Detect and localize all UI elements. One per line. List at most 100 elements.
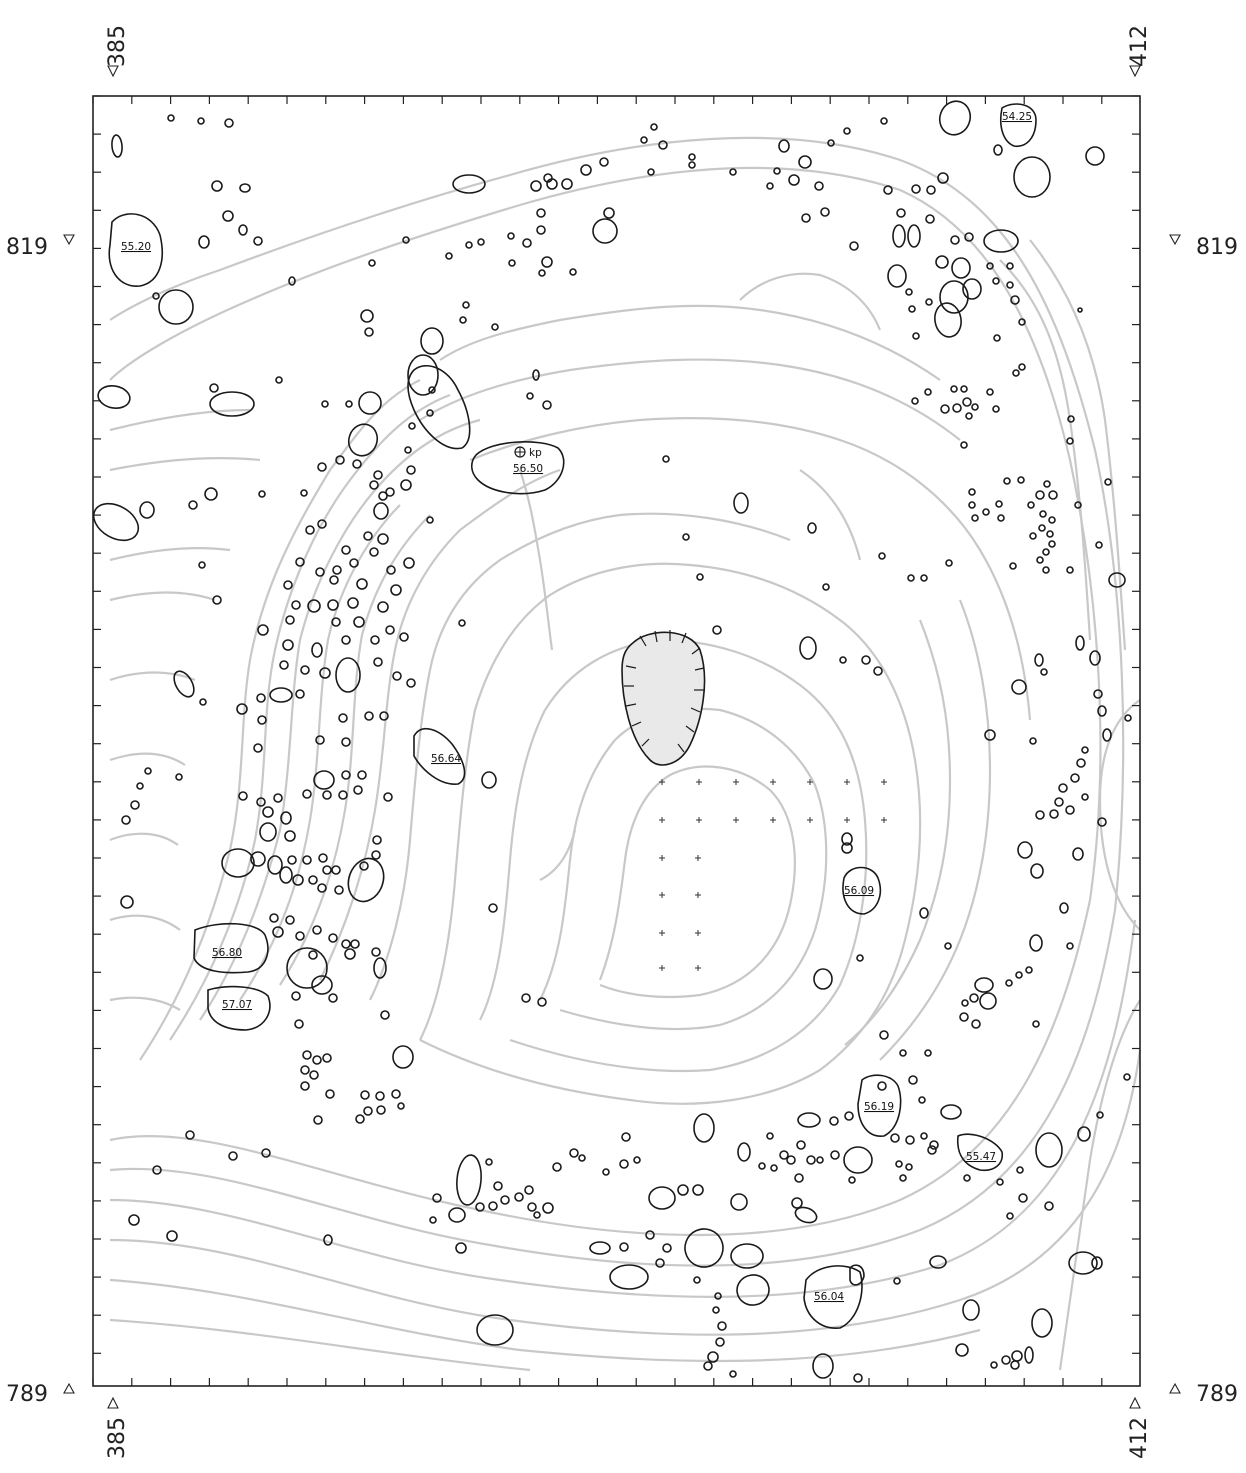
stone	[959, 1012, 969, 1022]
stone	[965, 412, 973, 420]
stone	[925, 214, 935, 224]
stone	[893, 1277, 901, 1285]
stone	[257, 624, 269, 636]
stone	[952, 403, 962, 413]
stone	[536, 208, 546, 218]
stone	[995, 500, 1003, 508]
stone	[533, 1211, 541, 1219]
stone	[714, 1292, 722, 1300]
stone	[491, 323, 499, 331]
stone	[253, 743, 263, 753]
stone	[399, 632, 409, 642]
stone	[1018, 1193, 1028, 1203]
stone	[960, 441, 968, 449]
stone	[432, 1193, 442, 1203]
stone	[302, 855, 312, 865]
stone	[996, 1178, 1004, 1186]
stone	[773, 167, 781, 175]
stone	[807, 522, 817, 534]
elevation-label: 56.64	[431, 753, 461, 765]
stone	[428, 386, 436, 394]
elevation-label: 56.80	[212, 947, 242, 959]
stone	[924, 1049, 932, 1057]
stone	[332, 565, 342, 575]
stone	[338, 713, 348, 723]
stone	[370, 635, 380, 645]
stone	[459, 316, 467, 324]
stone	[319, 667, 331, 679]
stone	[315, 735, 325, 745]
stone	[1031, 1308, 1053, 1338]
stone	[1027, 501, 1035, 509]
stone	[1006, 1212, 1014, 1220]
stone	[445, 252, 453, 260]
stone	[911, 397, 919, 405]
stone	[1077, 307, 1083, 313]
stone	[209, 391, 255, 417]
stone	[918, 1096, 926, 1104]
stone	[1085, 146, 1105, 166]
stone	[280, 811, 292, 825]
stone	[130, 800, 140, 810]
stone	[508, 259, 516, 267]
stone	[1096, 1111, 1104, 1119]
stone	[92, 502, 140, 542]
stone	[537, 997, 547, 1007]
stone	[371, 947, 381, 957]
stone	[602, 1168, 610, 1176]
stone	[392, 1045, 414, 1069]
stone	[830, 1150, 840, 1160]
stone	[521, 993, 531, 1003]
stone	[971, 1019, 981, 1029]
stone	[386, 565, 396, 575]
stone	[908, 1075, 918, 1085]
stone	[944, 942, 952, 950]
stone	[940, 404, 950, 414]
stone	[379, 711, 389, 721]
stone	[209, 383, 219, 393]
stone	[313, 1115, 323, 1125]
stone	[971, 403, 979, 411]
stone	[1095, 541, 1103, 549]
stone	[238, 791, 248, 801]
stone	[322, 790, 332, 800]
stone	[1029, 737, 1037, 745]
stone	[358, 391, 382, 415]
contour-lines	[109, 136, 1142, 1372]
stone	[291, 991, 301, 1001]
stone	[291, 600, 301, 610]
stone	[816, 1156, 824, 1164]
stone	[1066, 437, 1074, 445]
stone	[907, 574, 915, 582]
stone	[1035, 1132, 1063, 1168]
stone	[1040, 668, 1048, 676]
stone	[477, 238, 485, 246]
stone	[363, 531, 373, 541]
stone	[1011, 679, 1027, 695]
stone	[375, 1091, 385, 1101]
stone	[712, 1306, 720, 1314]
stone	[357, 770, 367, 780]
stone	[993, 334, 1001, 342]
stone	[369, 547, 379, 557]
stone	[1076, 758, 1086, 768]
stone	[371, 850, 381, 860]
stone	[1011, 1350, 1023, 1362]
stone	[853, 1373, 863, 1383]
stone	[798, 155, 812, 169]
stone	[360, 309, 374, 323]
stone	[426, 516, 434, 524]
stone	[878, 552, 886, 560]
stone	[408, 422, 416, 430]
stone	[317, 883, 327, 893]
stone	[288, 276, 296, 286]
stone	[368, 259, 376, 267]
stone	[455, 1242, 467, 1254]
stone	[1093, 689, 1103, 699]
stone	[1089, 650, 1101, 666]
stone	[1024, 1346, 1034, 1364]
stone	[578, 1154, 586, 1162]
stone	[920, 1132, 928, 1140]
elevation-label: 54.25	[1002, 111, 1032, 123]
elevation-label: 55.20	[121, 241, 151, 253]
